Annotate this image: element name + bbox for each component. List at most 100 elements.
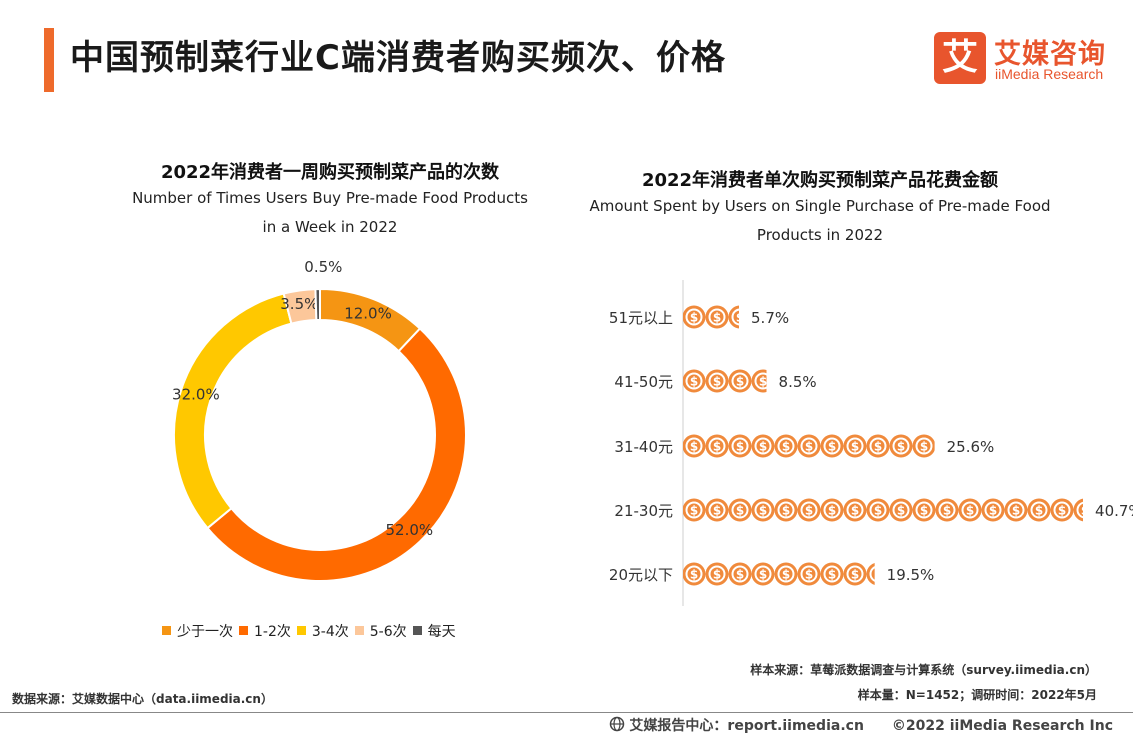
bar-value-label-4: 19.5% — [887, 566, 935, 584]
svg-text:$: $ — [713, 311, 721, 325]
dollar-coin-icon: $ — [889, 498, 913, 522]
logo-mark-icon: 艾 — [934, 32, 986, 84]
dollar-coin-icon: $ — [728, 369, 752, 393]
legend-swatch-1 — [239, 626, 248, 635]
svg-text:$: $ — [920, 504, 928, 518]
legend-swatch-0 — [162, 626, 171, 635]
dollar-coin-icon: $ — [820, 434, 844, 458]
report-center-link[interactable]: 艾媒报告中心：report.iimedia.cn — [629, 718, 864, 734]
globe-icon — [609, 716, 625, 734]
dollar-coin-icon: $ — [866, 562, 875, 586]
donut-subtitle-line-1: Number of Times Users Buy Pre-made Food … — [132, 189, 528, 207]
svg-text:$: $ — [897, 440, 905, 454]
dollar-coin-icon: $ — [866, 434, 890, 458]
title-accent-bar — [44, 28, 54, 92]
dollar-coin-icon: $ — [958, 498, 982, 522]
donut-label-3: 3.5% — [280, 295, 318, 313]
svg-text:$: $ — [851, 440, 859, 454]
svg-text:$: $ — [690, 504, 698, 518]
dollar-coin-icon: $ — [797, 562, 821, 586]
bar-title-cn: 2022年消费者单次购买预制菜产品花费金额 — [641, 170, 999, 191]
bar-value-label-0: 5.7% — [751, 309, 789, 327]
dollar-coin-icon: $ — [843, 434, 867, 458]
legend-swatch-2 — [296, 626, 306, 635]
category-label-4: 20元以下 — [609, 566, 673, 584]
dollar-coin-icon: $ — [751, 369, 767, 393]
legend-label-2: 3-4次 — [311, 624, 349, 640]
svg-text:$: $ — [759, 568, 767, 582]
svg-text:$: $ — [966, 504, 974, 518]
dollar-coin-icon: $ — [843, 498, 867, 522]
legend-label-3: 5-6次 — [369, 624, 407, 640]
svg-text:$: $ — [897, 504, 905, 518]
svg-text:$: $ — [759, 375, 767, 389]
svg-text:$: $ — [690, 568, 698, 582]
dollar-coin-icon: $ — [912, 498, 936, 522]
pictorial-bar-chart: 51元以上 $ $ $5.7%41-50元 $ $ $ $8.5%31-40元 $ $ $ $ $ $ $ $… — [609, 280, 1133, 606]
dollar-coin-icon: $ — [728, 498, 752, 522]
svg-text:$: $ — [782, 504, 790, 518]
svg-text:$: $ — [828, 568, 836, 582]
donut-label-1: 52.0% — [386, 521, 434, 539]
bar-chart-title: 2022年消费者单次购买预制菜产品花费金额 Amount Spent by Us… — [570, 166, 1070, 250]
dollar-coin-icon: $ — [751, 498, 775, 522]
bar-value-label-1: 8.5% — [779, 373, 817, 391]
svg-text:$: $ — [874, 504, 882, 518]
donut-label-0: 12.0% — [344, 305, 392, 323]
donut-slice-4 — [314, 287, 321, 322]
dollar-coin-icon: $ — [1004, 498, 1028, 522]
svg-text:$: $ — [759, 504, 767, 518]
data-source: 数据来源：艾媒数据中心（data.iimedia.cn） — [12, 692, 273, 706]
dollar-coin-icon: $ — [683, 562, 706, 586]
svg-text:$: $ — [1035, 504, 1043, 518]
legend-label-1: 1-2次 — [254, 624, 291, 640]
dollar-coin-icon: $ — [705, 434, 729, 458]
bar-value-label-2: 25.6% — [947, 438, 995, 456]
dollar-coin-icon: $ — [705, 305, 729, 329]
dollar-coin-icon: $ — [866, 498, 890, 522]
dollar-coin-icon: $ — [751, 562, 775, 586]
bar-1: $ $ $ $ — [683, 369, 767, 393]
donut-title-cn: 2022年消费者一周购买预制菜产品的次数 — [160, 162, 500, 183]
svg-text:$: $ — [1058, 504, 1066, 518]
donut-subtitle-line-2: in a Week in 2022 — [262, 218, 398, 236]
legend-item-1: 1-2次 — [239, 621, 291, 641]
svg-text:$: $ — [782, 440, 790, 454]
legend-item-3: 5-6次 — [354, 621, 407, 641]
dollar-coin-icon: $ — [683, 434, 706, 458]
svg-text:$: $ — [828, 440, 836, 454]
logo-text-cn: 艾媒咨询 — [994, 39, 1106, 70]
legend-swatch-3 — [354, 626, 364, 635]
svg-text:$: $ — [736, 311, 744, 325]
donut-chart: 12.0% 52.0% 32.0% 3.5% 0.5% — [172, 258, 467, 582]
svg-text:$: $ — [943, 504, 951, 518]
svg-text:$: $ — [782, 568, 790, 582]
donut-slice-1 — [206, 327, 467, 582]
dollar-coin-icon: $ — [751, 434, 775, 458]
svg-text:$: $ — [736, 504, 744, 518]
bar-subtitle-line-1: Amount Spent by Users on Single Purchase… — [589, 197, 1051, 215]
dollar-coin-icon: $ — [981, 498, 1005, 522]
dollar-coin-icon: $ — [912, 434, 935, 458]
legend-label-0: 少于一次 — [177, 624, 233, 640]
dollar-coin-icon: $ — [728, 562, 752, 586]
bar-4: $ $ $ $ $ $ $ $ $ — [683, 562, 875, 586]
donut-chart-title: 2022年消费者一周购买预制菜产品的次数 Number of Times Use… — [110, 158, 550, 242]
bar-2: $ $ $ $ $ $ $ $ $ $ $ — [683, 434, 935, 458]
donut-slice-2 — [173, 292, 293, 530]
svg-text:$: $ — [736, 375, 744, 389]
svg-text:$: $ — [851, 504, 859, 518]
dollar-coin-icon: $ — [774, 562, 798, 586]
svg-text:$: $ — [805, 568, 813, 582]
dollar-coin-icon: $ — [683, 305, 706, 329]
svg-text:$: $ — [736, 568, 744, 582]
dollar-coin-icon: $ — [935, 498, 959, 522]
bar-value-label-3: 40.7% — [1095, 502, 1133, 520]
dollar-coin-icon: $ — [1073, 498, 1084, 522]
svg-text:$: $ — [920, 440, 928, 454]
svg-text:$: $ — [736, 440, 744, 454]
dollar-coin-icon: $ — [1027, 498, 1051, 522]
dollar-coin-icon: $ — [774, 434, 798, 458]
svg-text:$: $ — [828, 504, 836, 518]
dollar-coin-icon: $ — [728, 305, 744, 329]
